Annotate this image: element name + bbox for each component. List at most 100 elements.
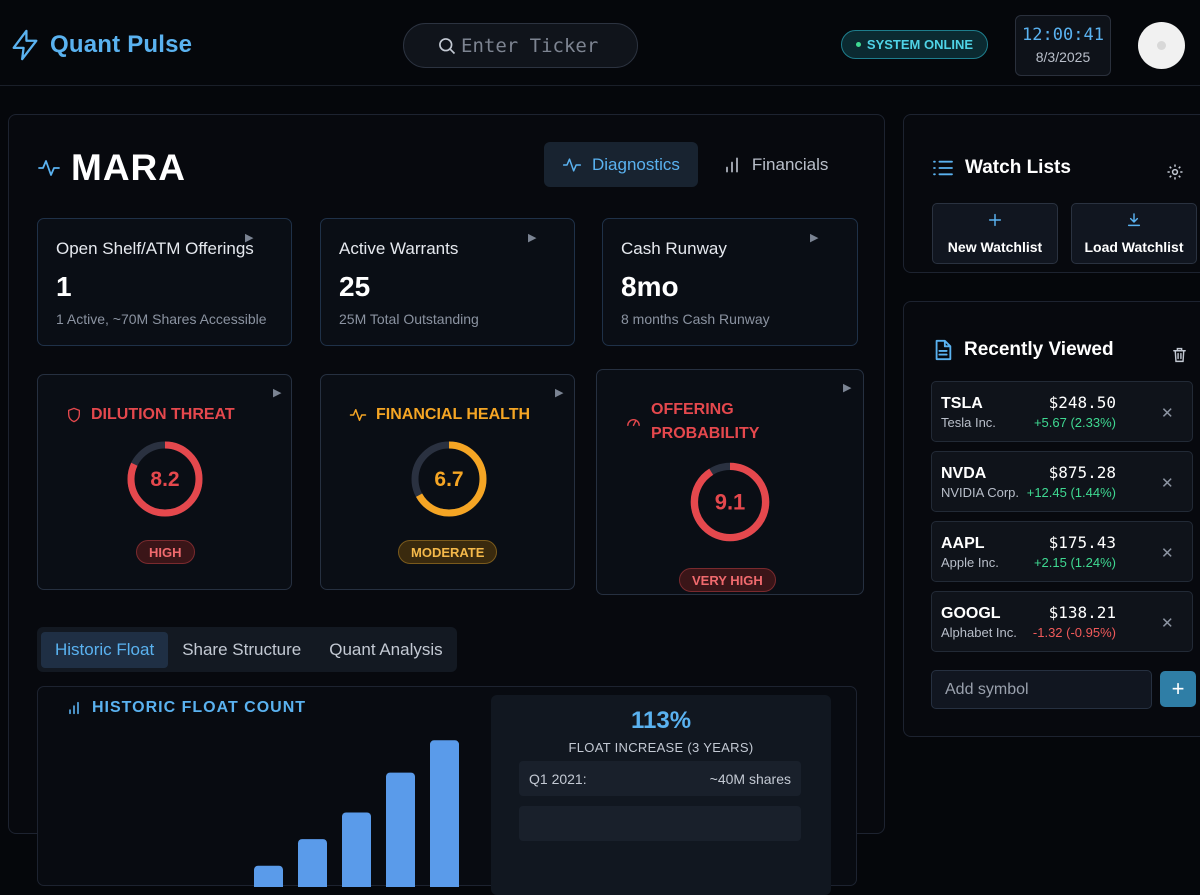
activity-icon: [38, 160, 60, 176]
close-icon[interactable]: ✕: [1161, 405, 1174, 422]
gauge-arc: [411, 441, 487, 517]
gauge-card-offering-probability[interactable]: ▶ OFFERING PROBABILITY 9.1 VERY HIGH: [596, 369, 864, 595]
gauge-title-text: DILUTION THREAT: [91, 406, 235, 423]
add-symbol-input[interactable]: [931, 670, 1152, 709]
historic-float-card: HISTORIC FLOAT COUNT 113% FLOAT INCREASE…: [37, 686, 857, 895]
system-status-text: SYSTEM ONLINE: [866, 37, 974, 52]
recent-company: Tesla Inc.: [941, 415, 996, 430]
status-dot-icon: [855, 42, 861, 47]
diagnostics-panel: MARA Diagnostics Financials ▶ Open Shelf…: [8, 114, 885, 895]
lightning-icon: [12, 29, 38, 61]
stat-card-offerings[interactable]: ▶ Open Shelf/ATM Offerings 1 1 Active, ~…: [37, 218, 292, 346]
stat-value: 25: [339, 271, 371, 302]
float-bar[interactable]: [254, 865, 283, 887]
stat-value: 1: [56, 271, 72, 302]
gauge-badge: VERY HIGH: [679, 568, 776, 592]
recently-viewed-heading: Recently Viewed: [933, 339, 1114, 361]
document-icon: [935, 339, 952, 361]
system-status-badge: SYSTEM ONLINE: [841, 30, 988, 59]
search-icon: [439, 38, 456, 55]
play-icon[interactable]: ▶: [528, 232, 537, 244]
new-watchlist-label: New Watchlist: [947, 239, 1043, 255]
clock: 12:00:41 8/3/2025: [1015, 15, 1111, 76]
user-avatar[interactable]: [1138, 22, 1185, 69]
view-tabs: Diagnostics Financials: [544, 142, 846, 187]
clock-time: 12:00:41: [1022, 25, 1104, 45]
play-icon[interactable]: ▶: [555, 387, 564, 399]
close-icon[interactable]: ✕: [1161, 615, 1174, 632]
float-bar[interactable]: [386, 772, 415, 887]
tab-share-structure[interactable]: Share Structure: [182, 639, 302, 659]
watchlists-title: Watch Lists: [965, 157, 1071, 178]
gauge-badge: MODERATE: [398, 540, 498, 564]
float-chart-title-text: HISTORIC FLOAT COUNT: [92, 699, 307, 716]
gauge-card-dilution[interactable]: ▶ DILUTION THREAT 8.2 HIGH: [37, 374, 292, 590]
tab-diagnostics-label: Diagnostics: [592, 154, 680, 174]
float-bar[interactable]: [342, 812, 371, 888]
stat-card-cash-runway[interactable]: ▶ Cash Runway 8mo 8 months Cash Runway: [602, 218, 858, 346]
recent-item[interactable]: NVDA NVIDIA Corp. $875.28 +12.45 (1.44%)…: [931, 451, 1193, 512]
plus-icon: [988, 213, 1002, 227]
tab-financials-label: Financials: [751, 154, 829, 174]
float-chart-title: HISTORIC FLOAT COUNT: [66, 699, 306, 717]
close-icon[interactable]: ✕: [1161, 545, 1174, 562]
recent-change: +2.15 (1.24%): [1033, 555, 1116, 570]
add-symbol-button[interactable]: +: [1160, 671, 1196, 707]
play-icon[interactable]: ▶: [810, 232, 819, 244]
play-icon[interactable]: ▶: [273, 387, 282, 399]
new-watchlist-button[interactable]: New Watchlist: [932, 203, 1058, 264]
float-bar[interactable]: [298, 839, 327, 887]
watchlists-panel: Watch Lists New Watchlist Load Watchlist: [903, 114, 1200, 273]
gauge-card-financial-health[interactable]: ▶ FINANCIAL HEALTH 6.7 MODERATE: [320, 374, 575, 590]
recent-company: Alphabet Inc.: [941, 625, 1017, 640]
top-header: Quant Pulse SYSTEM ONLINE 12:00:41 8/3/2…: [0, 0, 1200, 86]
stat-card-warrants[interactable]: ▶ Active Warrants 25 25M Total Outstandi…: [320, 218, 575, 346]
recent-item[interactable]: GOOGL Alphabet Inc. $138.21 -1.32 (-0.95…: [931, 591, 1193, 652]
recent-price: $875.28: [1048, 463, 1116, 482]
gauge-icon: [627, 419, 640, 427]
activity-icon: [349, 409, 367, 421]
play-icon[interactable]: ▶: [843, 382, 852, 394]
recent-price: $175.43: [1048, 533, 1116, 552]
recent-symbol: NVDA: [941, 465, 987, 482]
ticker-search-input[interactable]: [461, 34, 631, 57]
gauge-score: 9.1: [715, 489, 746, 514]
settings-gear-icon[interactable]: [1166, 163, 1184, 181]
brand[interactable]: Quant Pulse: [8, 28, 192, 62]
recent-item[interactable]: TSLA Tesla Inc. $248.50 +5.67 (2.33%) ✕: [931, 381, 1193, 442]
tab-diagnostics[interactable]: Diagnostics: [544, 142, 698, 187]
float-row-value: ~40M shares: [709, 770, 791, 787]
play-icon[interactable]: ▶: [245, 232, 254, 244]
trash-icon[interactable]: [1171, 346, 1188, 364]
load-watchlist-button[interactable]: Load Watchlist: [1071, 203, 1197, 264]
gauge-badge: HIGH: [136, 540, 195, 564]
gauge-ring: 9.1: [690, 462, 770, 542]
ticker-search[interactable]: [403, 23, 638, 68]
gauge-score: 6.7: [434, 468, 463, 491]
gauge-title: FINANCIAL HEALTH: [349, 403, 530, 427]
float-stats-panel: 113% FLOAT INCREASE (3 YEARS) Q1 2021: ~…: [491, 695, 831, 895]
tab-financials[interactable]: Financials: [704, 142, 847, 187]
recent-change: -1.32 (-0.95%): [1032, 625, 1116, 640]
gauge-title-text: FINANCIAL HEALTH: [376, 406, 531, 423]
avatar-dot-icon: [1157, 41, 1166, 50]
download-icon: [1127, 213, 1141, 227]
tab-historic-float[interactable]: Historic Float: [41, 631, 169, 668]
stat-label: Active Warrants: [339, 239, 459, 258]
float-bar[interactable]: [430, 740, 459, 887]
tab-quant-analysis[interactable]: Quant Analysis: [329, 639, 443, 659]
gauge-arc: [690, 462, 770, 542]
stat-subtext: 8 months Cash Runway: [621, 311, 770, 327]
recent-symbol: TSLA: [941, 395, 983, 412]
close-icon[interactable]: ✕: [1161, 475, 1174, 492]
recently-viewed-panel: Recently Viewed TSLA Tesla Inc. $248.50 …: [903, 301, 1200, 737]
float-history-row: [519, 806, 801, 841]
stat-subtext: 25M Total Outstanding: [339, 311, 479, 327]
bar-chart-icon: [726, 157, 738, 172]
recent-item[interactable]: AAPL Apple Inc. $175.43 +2.15 (1.24%) ✕: [931, 521, 1193, 582]
gauge-ring: 6.7: [411, 441, 487, 517]
gauge-score: 8.2: [150, 468, 179, 491]
analysis-tabs: Historic Float Share Structure Quant Ana…: [37, 627, 457, 672]
app-name: Quant Pulse: [50, 31, 193, 58]
recently-viewed-title: Recently Viewed: [964, 339, 1114, 360]
